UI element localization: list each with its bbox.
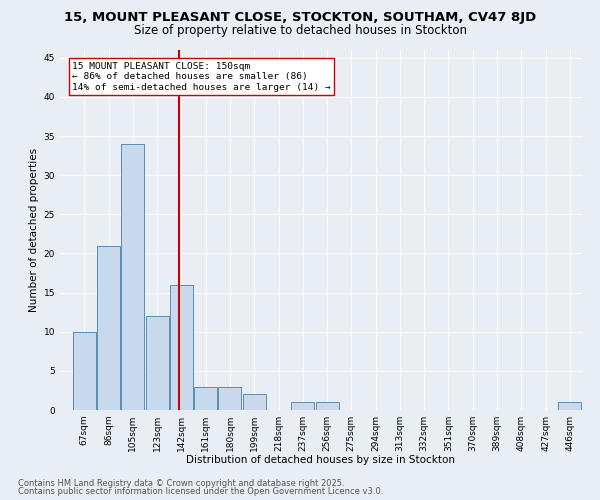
X-axis label: Distribution of detached houses by size in Stockton: Distribution of detached houses by size … (187, 456, 455, 466)
Bar (170, 285, 193, 410)
Bar (291, 402, 314, 410)
Bar (121, 144, 145, 410)
Bar (243, 394, 266, 410)
Bar (194, 386, 217, 410)
Text: 15, MOUNT PLEASANT CLOSE, STOCKTON, SOUTHAM, CV47 8JD: 15, MOUNT PLEASANT CLOSE, STOCKTON, SOUT… (64, 11, 536, 24)
Bar (97, 246, 120, 410)
Bar (316, 402, 338, 410)
Text: Size of property relative to detached houses in Stockton: Size of property relative to detached ho… (133, 24, 467, 37)
Bar (73, 332, 96, 410)
Bar (218, 386, 241, 410)
Text: 15 MOUNT PLEASANT CLOSE: 150sqm
← 86% of detached houses are smaller (86)
14% of: 15 MOUNT PLEASANT CLOSE: 150sqm ← 86% of… (72, 62, 331, 92)
Bar (146, 316, 169, 410)
Text: Contains public sector information licensed under the Open Government Licence v3: Contains public sector information licen… (18, 487, 383, 496)
Text: Contains HM Land Registry data © Crown copyright and database right 2025.: Contains HM Land Registry data © Crown c… (18, 478, 344, 488)
Y-axis label: Number of detached properties: Number of detached properties (29, 148, 40, 312)
Bar (559, 402, 581, 410)
